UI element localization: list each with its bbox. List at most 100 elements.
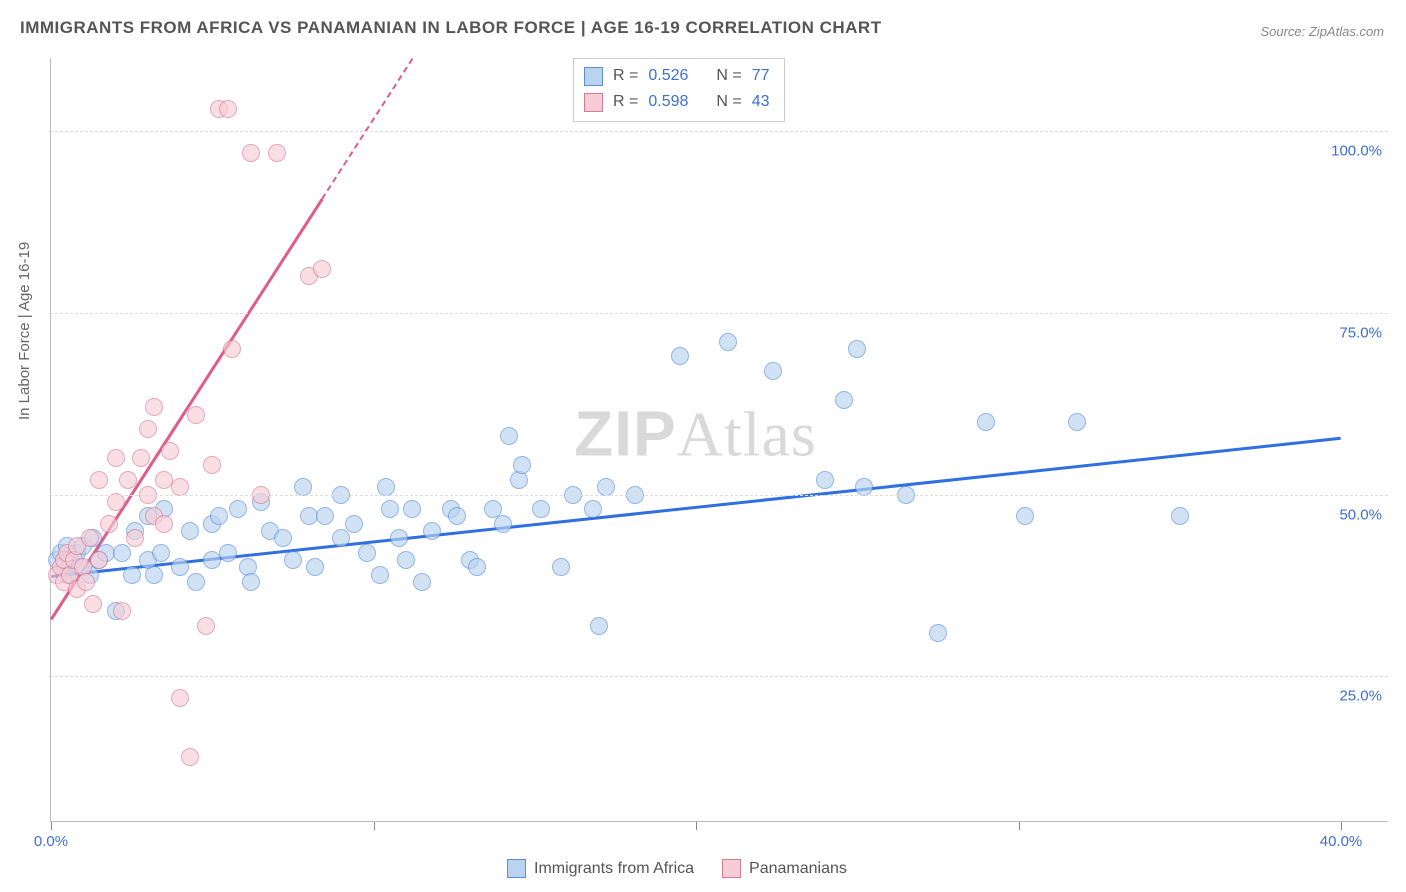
legend-r-value: 0.598 <box>648 89 688 115</box>
x-tick <box>1341 822 1342 830</box>
chart-title: IMMIGRANTS FROM AFRICA VS PANAMANIAN IN … <box>20 18 882 38</box>
legend-bottom-item: Immigrants from Africa <box>507 859 694 878</box>
scatter-point <box>139 420 157 438</box>
scatter-point <box>306 558 324 576</box>
scatter-point <box>500 427 518 445</box>
legend-n-label: N = <box>716 63 741 89</box>
scatter-point <box>719 333 737 351</box>
scatter-point <box>126 529 144 547</box>
scatter-point <box>397 551 415 569</box>
scatter-point <box>161 442 179 460</box>
scatter-point <box>145 398 163 416</box>
scatter-point <box>274 529 292 547</box>
scatter-point <box>284 551 302 569</box>
scatter-point <box>345 515 363 533</box>
scatter-point <box>1171 507 1189 525</box>
watermark: ZIPAtlas <box>574 397 817 472</box>
scatter-point <box>316 507 334 525</box>
legend-n-label: N = <box>716 89 741 115</box>
scatter-point <box>764 362 782 380</box>
scatter-point <box>552 558 570 576</box>
gridline-h <box>50 131 1388 132</box>
scatter-point <box>181 522 199 540</box>
x-tick <box>374 822 375 830</box>
y-tick-label: 75.0% <box>1339 324 1382 341</box>
scatter-point <box>448 507 466 525</box>
scatter-point <box>816 471 834 489</box>
legend-r-value: 0.526 <box>648 63 688 89</box>
y-tick-label: 100.0% <box>1331 142 1382 159</box>
scatter-point <box>229 500 247 518</box>
x-tick <box>696 822 697 830</box>
scatter-point <box>513 456 531 474</box>
regression-line-dashed <box>321 58 413 199</box>
scatter-point <box>210 507 228 525</box>
x-tick <box>1019 822 1020 830</box>
scatter-point <box>77 573 95 591</box>
scatter-point <box>423 522 441 540</box>
scatter-point <box>171 558 189 576</box>
scatter-point <box>219 544 237 562</box>
scatter-point <box>390 529 408 547</box>
x-tick <box>51 822 52 830</box>
scatter-point <box>242 144 260 162</box>
chart-plot-area: ZIPAtlas 0.0%40.0% 25.0% 50.0% 75.0% 100.0% <box>50 58 1388 822</box>
scatter-point <box>671 347 689 365</box>
scatter-point <box>113 602 131 620</box>
scatter-point <box>313 260 331 278</box>
scatter-point <box>113 544 131 562</box>
scatter-point <box>268 144 286 162</box>
gridline-h <box>50 313 1388 314</box>
scatter-point <box>123 566 141 584</box>
scatter-point <box>145 566 163 584</box>
scatter-point <box>90 551 108 569</box>
scatter-point <box>494 515 512 533</box>
scatter-point <box>100 515 118 533</box>
legend-top-row: R = 0.598 N = 43 <box>584 89 770 115</box>
legend-r-label: R = <box>613 89 638 115</box>
scatter-point <box>977 413 995 431</box>
legend-swatch <box>584 93 603 112</box>
correlation-legend: R = 0.526 N = 77 R = 0.598 N = 43 <box>573 58 785 122</box>
scatter-point <box>835 391 853 409</box>
x-tick-label: 40.0% <box>1320 833 1363 850</box>
scatter-point <box>468 558 486 576</box>
scatter-point <box>197 617 215 635</box>
source-attribution: Source: ZipAtlas.com <box>1260 24 1384 39</box>
y-axis-label: In Labor Force | Age 16-19 <box>16 242 33 420</box>
scatter-point <box>203 456 221 474</box>
y-tick-label: 50.0% <box>1339 506 1382 523</box>
scatter-point <box>332 529 350 547</box>
legend-bottom-item: Panamanians <box>722 859 847 878</box>
scatter-point <box>403 500 421 518</box>
scatter-point <box>84 595 102 613</box>
scatter-point <box>1068 413 1086 431</box>
scatter-point <box>152 544 170 562</box>
scatter-point <box>187 406 205 424</box>
scatter-point <box>1016 507 1034 525</box>
scatter-point <box>590 617 608 635</box>
scatter-point <box>219 100 237 118</box>
scatter-point <box>223 340 241 358</box>
scatter-point <box>155 515 173 533</box>
plot-inner: ZIPAtlas 0.0%40.0% <box>50 58 1340 822</box>
scatter-point <box>584 500 602 518</box>
y-tick-label: 25.0% <box>1339 688 1382 705</box>
legend-r-label: R = <box>613 63 638 89</box>
legend-swatch <box>584 67 603 86</box>
legend-top-row: R = 0.526 N = 77 <box>584 63 770 89</box>
scatter-point <box>381 500 399 518</box>
legend-swatch <box>507 859 526 878</box>
scatter-point <box>358 544 376 562</box>
scatter-point <box>848 340 866 358</box>
scatter-point <box>532 500 550 518</box>
legend-n-value: 77 <box>752 63 770 89</box>
legend-n-value: 43 <box>752 89 770 115</box>
legend-swatch <box>722 859 741 878</box>
scatter-point <box>171 689 189 707</box>
scatter-point <box>90 471 108 489</box>
scatter-point <box>119 471 137 489</box>
scatter-point <box>181 748 199 766</box>
scatter-point <box>107 449 125 467</box>
scatter-point <box>81 529 99 547</box>
